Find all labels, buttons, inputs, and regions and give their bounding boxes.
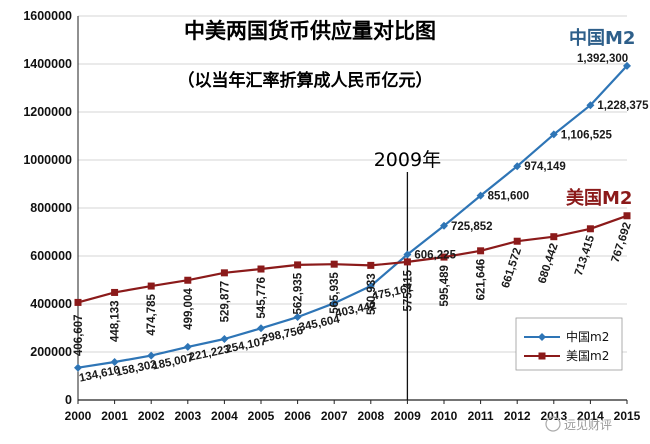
y-tick-label: 1200000	[23, 105, 72, 119]
data-label-china: 1,228,375	[597, 100, 649, 112]
data-label-china: 1,106,525	[561, 129, 613, 141]
legend-label-us: 美国m2	[566, 349, 609, 363]
data-point-china	[366, 281, 375, 290]
data-point-china	[513, 162, 522, 171]
data-label-china: 1,392,300	[577, 53, 628, 65]
legend: 中国m2 美国m2	[515, 317, 623, 371]
data-label-us: 529,877	[219, 281, 231, 323]
data-label-us: 560,933	[366, 273, 378, 315]
legend-marker-china	[538, 333, 546, 341]
data-label-us: 448,133	[110, 300, 122, 342]
data-point-china	[147, 351, 156, 360]
data-label-us: 575,415	[402, 269, 414, 311]
data-point-us	[184, 276, 192, 284]
series-label-us: 美国M2	[566, 187, 632, 209]
x-tick-label: 2007	[321, 409, 348, 423]
x-axis-ticks: 2000 2001 2002 2003 2004 2005 2006 2007 2008 2009…	[65, 400, 641, 423]
legend-box	[515, 317, 623, 371]
data-label-us: 565,935	[329, 272, 341, 314]
x-tick-label: 2005	[248, 409, 275, 423]
data-label-china: 606,225	[414, 250, 456, 262]
data-label-us: 621,646	[476, 259, 488, 301]
annotation-label: 2009年	[374, 149, 441, 171]
data-point-china	[440, 221, 448, 230]
data-point-china	[257, 324, 265, 333]
chart-subtitle: （以当年汇率折算成人民币亿元）	[178, 70, 433, 91]
y-tick-label: 800000	[30, 201, 72, 215]
data-point-us	[477, 247, 485, 255]
x-tick-label: 2004	[211, 409, 238, 423]
data-label-us: 545,776	[256, 277, 268, 319]
data-point-us	[550, 233, 558, 241]
y-tick-label: 0	[65, 393, 72, 407]
data-point-us	[367, 261, 375, 269]
x-tick-label: 2009	[394, 409, 421, 423]
data-point-china	[476, 191, 485, 200]
data-label-china: 851,600	[488, 191, 530, 203]
data-label-china: 974,149	[524, 161, 566, 173]
x-tick-label: 2015	[614, 409, 641, 423]
data-point-us	[586, 225, 594, 233]
data-label-us: 595,489	[439, 265, 451, 307]
x-tick-label: 2011	[468, 409, 494, 423]
data-point-china	[110, 358, 119, 367]
x-tick-label: 2003	[174, 409, 201, 423]
x-tick-label: 2006	[284, 409, 311, 423]
data-label-us: 474,785	[146, 293, 158, 335]
data-point-us	[403, 258, 411, 266]
data-point-china	[330, 299, 339, 308]
watermark-icon	[545, 416, 561, 432]
data-point-us	[111, 288, 119, 296]
data-point-china	[623, 61, 631, 70]
data-point-us	[220, 269, 228, 277]
series-line-us	[77, 214, 628, 304]
y-tick-label: 1000000	[23, 153, 72, 167]
x-tick-label: 2010	[431, 409, 458, 423]
x-tick-label: 2012	[504, 409, 531, 423]
data-label-us: 406,607	[73, 314, 85, 356]
legend-marker-us	[538, 352, 546, 360]
series-line-china	[77, 65, 628, 369]
data-point-us	[440, 253, 448, 261]
data-point-us	[147, 282, 155, 290]
x-tick-label: 2001	[101, 409, 128, 423]
y-tick-label: 400000	[30, 297, 72, 311]
data-point-china	[293, 313, 302, 322]
y-tick-label: 200000	[30, 345, 72, 359]
annotation-2009: 2009年	[374, 149, 441, 400]
y-tick-label: 1400000	[23, 57, 72, 71]
x-tick-label: 2000	[65, 409, 92, 423]
y-tick-label: 1600000	[23, 9, 72, 23]
data-point-china	[549, 130, 558, 139]
chart-title: 中美两国货币供应量对比图	[184, 19, 436, 43]
series-label-china: 中国M2	[569, 27, 635, 49]
series-markers	[74, 61, 631, 372]
data-label-china: 725,852	[451, 221, 493, 233]
legend-label-china: 中国m2	[566, 329, 609, 344]
data-point-china	[586, 101, 595, 110]
data-point-china	[74, 363, 82, 372]
x-tick-label: 2014	[577, 409, 604, 423]
data-point-us	[294, 261, 302, 269]
watermark: 远见财评	[545, 416, 612, 432]
watermark-text: 远见财评	[564, 418, 612, 432]
data-point-us	[623, 212, 631, 220]
data-point-china	[220, 335, 229, 344]
data-label-us: 562,935	[293, 272, 305, 314]
data-point-us	[74, 298, 82, 306]
x-tick-label: 2002	[138, 409, 165, 423]
data-label-us: 499,004	[183, 288, 195, 330]
y-tick-label: 600000	[30, 249, 72, 263]
data-point-us	[257, 265, 265, 273]
data-point-us	[513, 237, 521, 245]
data-point-china	[183, 342, 192, 351]
gridlines	[77, 15, 627, 401]
series-lines	[77, 65, 628, 369]
data-point-us	[330, 260, 338, 268]
y-axis-ticks: 0 200000 400000 600000 800000 1000000 1200000 1…	[23, 9, 72, 407]
data-point-china	[403, 250, 412, 259]
x-tick-label: 2008	[357, 409, 384, 423]
